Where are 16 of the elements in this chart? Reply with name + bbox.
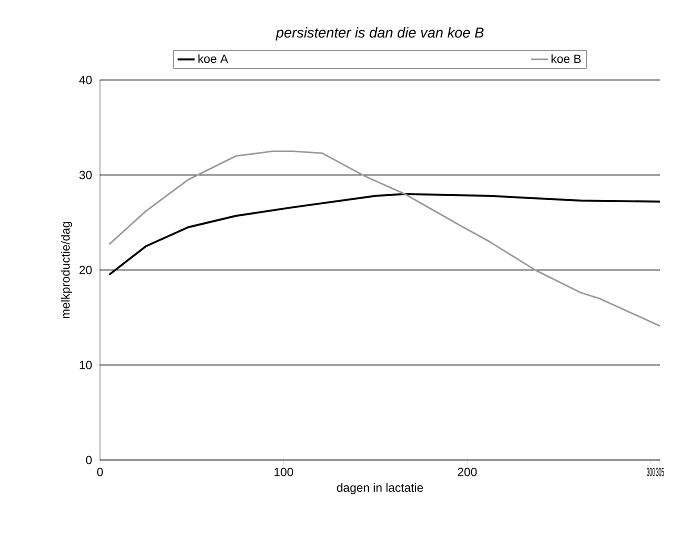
chart-title: persistenter is dan die van koe B — [276, 27, 484, 41]
y-tick-label: 40 — [79, 76, 92, 84]
x-tick-label: 0 — [97, 468, 103, 476]
x-tick-label: 100 — [274, 468, 294, 476]
legend-label: koe A — [198, 54, 228, 64]
legend-label: koe B — [552, 54, 581, 64]
x-axis-title: dagen in lactatie — [336, 483, 423, 494]
x-tick-label: 200 — [458, 468, 477, 476]
line-series — [108, 150, 660, 327]
y-tick-label: 10 — [80, 360, 92, 370]
y-tick-label: 20 — [80, 266, 92, 274]
y-tick-label: 0 — [86, 456, 92, 464]
x-tick-label: 305 — [656, 468, 664, 476]
y-axis-title: melkproductie/dag — [60, 222, 72, 318]
x-tick-label: 300 — [646, 468, 655, 476]
y-tick-label: 30 — [79, 170, 92, 180]
